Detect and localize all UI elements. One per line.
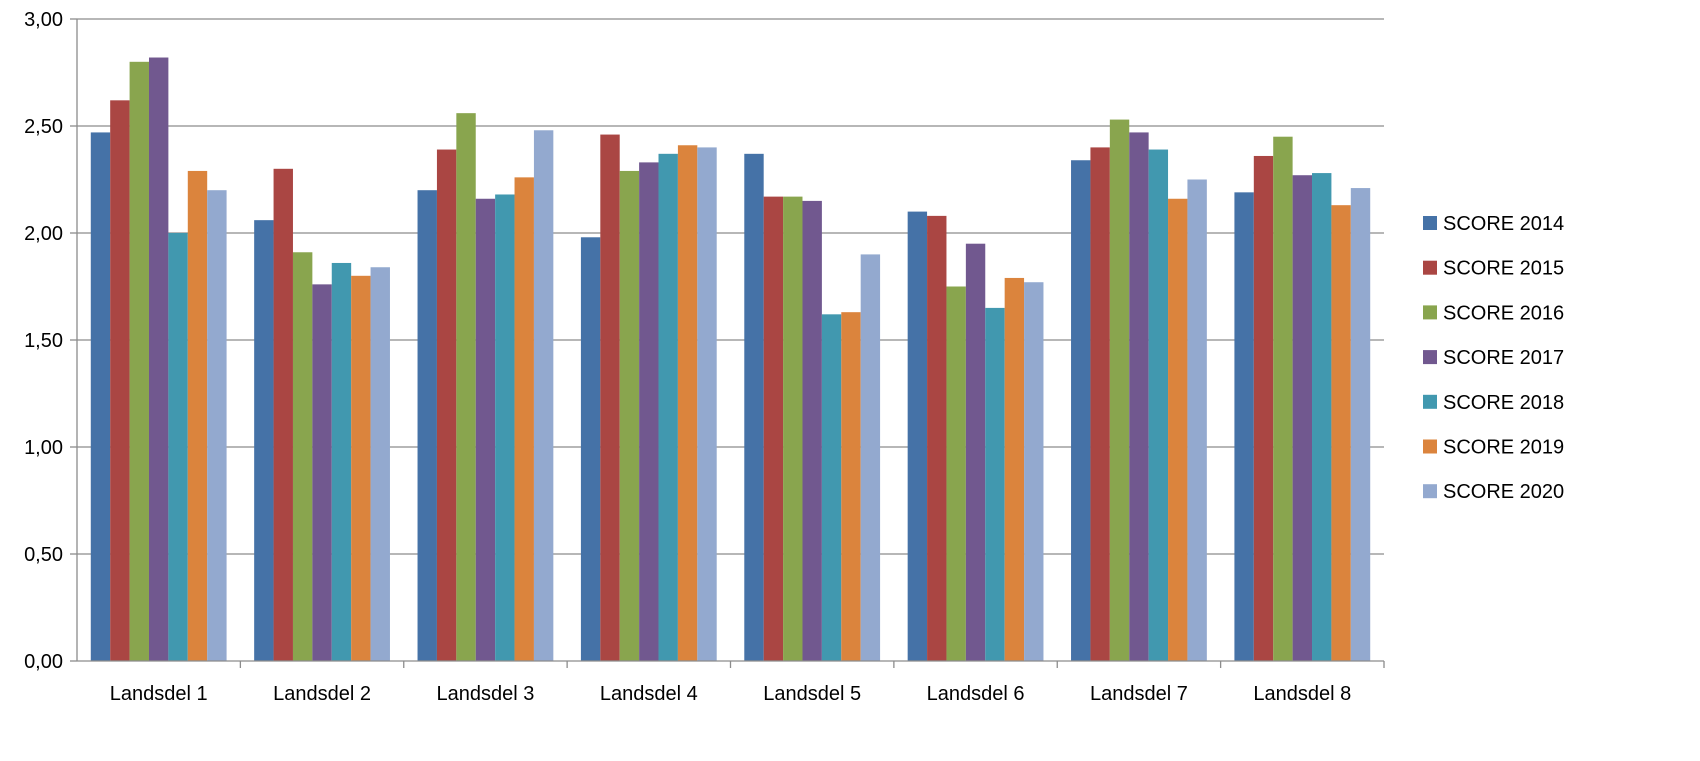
bar: [370, 267, 390, 661]
bar: [658, 153, 678, 661]
legend-swatch: [1423, 439, 1437, 454]
bar: [475, 198, 496, 661]
bar: [495, 194, 515, 662]
bar: [1168, 198, 1188, 661]
bar: [254, 220, 274, 661]
bar: [907, 211, 928, 661]
bar: [351, 275, 371, 661]
legend: SCORE 2014 SCORE 2015 SCORE 2016 SCORE 2017…: [1423, 213, 1564, 503]
bar: [1187, 179, 1207, 661]
legend-label: SCORE 2018: [1443, 392, 1564, 414]
y-axis-tick-labels: 0,00 0,50 1,00 1,50 2,00 2,50 3,00: [24, 9, 63, 673]
legend-label: SCORE 2014: [1443, 213, 1564, 235]
bar: [763, 196, 784, 661]
bar: [1350, 188, 1371, 661]
bar: [1331, 205, 1351, 661]
legend-swatch: [1423, 484, 1437, 499]
y-tick-label: 2,50: [24, 116, 63, 138]
x-tick-label: Landsdel 1: [110, 683, 208, 705]
x-tick-label: Landsdel 8: [1253, 683, 1351, 705]
legend-label: SCORE 2015: [1443, 258, 1564, 280]
y-tick-label: 0,00: [24, 651, 63, 673]
bar: [533, 130, 554, 661]
bar: [331, 262, 352, 661]
legend-label: SCORE 2017: [1443, 347, 1564, 369]
bar: [273, 168, 293, 662]
bar: [110, 100, 130, 661]
bar: [90, 132, 111, 662]
axes: [70, 18, 1385, 668]
y-tick-label: 0,50: [24, 544, 63, 566]
legend-swatch: [1423, 394, 1437, 409]
bar: [292, 252, 313, 661]
bar: [312, 284, 332, 661]
bar: [148, 57, 169, 661]
y-tick-label: 3,00: [24, 9, 63, 31]
bar: [639, 162, 659, 661]
legend-swatch: [1423, 216, 1437, 230]
x-tick-label: Landsdel 7: [1090, 683, 1188, 705]
bar: [417, 190, 437, 661]
bar: [1292, 175, 1313, 661]
bar: [744, 153, 764, 661]
bar: [985, 307, 1005, 661]
bar: [697, 147, 717, 661]
legend-label: SCORE 2019: [1443, 437, 1564, 459]
bar: [677, 145, 698, 661]
bar: [841, 312, 861, 661]
x-tick-label: Landsdel 5: [763, 683, 861, 705]
bar: [580, 237, 601, 661]
bar: [1129, 132, 1149, 662]
bar: [946, 286, 966, 661]
bar: [1004, 277, 1025, 661]
legend-label: SCORE 2020: [1443, 481, 1564, 503]
bar: [1109, 119, 1130, 661]
bar: [1253, 155, 1274, 661]
bar: [207, 190, 227, 661]
bar: [1024, 282, 1044, 661]
x-tick-label: Landsdel 6: [927, 683, 1025, 705]
legend-swatch: [1423, 305, 1437, 320]
bar: [965, 243, 986, 661]
x-tick-label: Landsdel 3: [437, 683, 535, 705]
x-axis-tick-labels: Landsdel 1 Landsdel 2 Landsdel 3 Landsdel 4…: [110, 683, 1352, 705]
legend-swatch: [1423, 260, 1437, 275]
legend-label: SCORE 2016: [1443, 302, 1564, 324]
x-tick-label: Landsdel 2: [273, 683, 371, 705]
bar: [600, 134, 620, 661]
bar: [1234, 192, 1254, 661]
bar: [456, 113, 476, 661]
x-tick-label: Landsdel 4: [600, 683, 698, 705]
bar: [514, 177, 534, 662]
bar: [436, 149, 457, 662]
bar: [802, 200, 822, 661]
bar: [1090, 147, 1110, 661]
bars: [90, 57, 1371, 662]
y-tick-label: 2,00: [24, 223, 63, 245]
bar: [927, 215, 947, 661]
bar: [187, 170, 208, 661]
bar: [821, 314, 842, 661]
bar: [1148, 149, 1169, 662]
legend-swatch: [1423, 350, 1437, 365]
bar: [168, 233, 188, 661]
bar: [1071, 160, 1091, 662]
bar: [1273, 136, 1293, 661]
bar: [783, 196, 803, 661]
bar: [1312, 173, 1332, 661]
bar: [129, 61, 149, 662]
y-tick-label: 1,00: [24, 437, 63, 459]
bar: [619, 170, 640, 661]
y-tick-label: 1,50: [24, 330, 63, 352]
bar: [860, 254, 881, 661]
